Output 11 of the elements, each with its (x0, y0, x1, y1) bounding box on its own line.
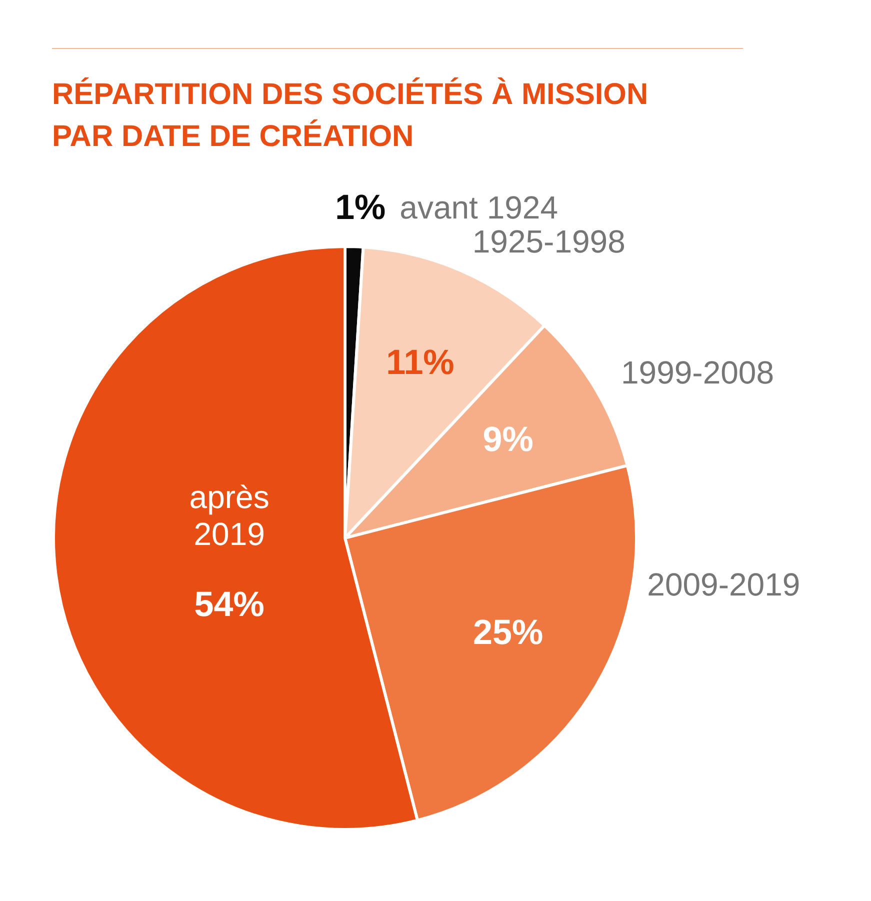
data-label: 25% (473, 613, 544, 652)
chart-title: RÉPARTITION DES SOCIÉTÉS À MISSION PAR DATE DE CRÉATION (52, 76, 650, 155)
data-label: 9% (482, 420, 534, 460)
slice-label: avant 1924 (400, 189, 558, 226)
slice-label: 1925-1998 (472, 224, 626, 260)
slice-label: 1999-2008 (620, 354, 774, 391)
slice-label: après 2019 (189, 478, 270, 552)
data-label: 1% (335, 188, 386, 228)
data-label: 54% (194, 584, 264, 624)
slice-label: 2009-2019 (647, 566, 800, 603)
data-label: 11% (386, 342, 454, 382)
